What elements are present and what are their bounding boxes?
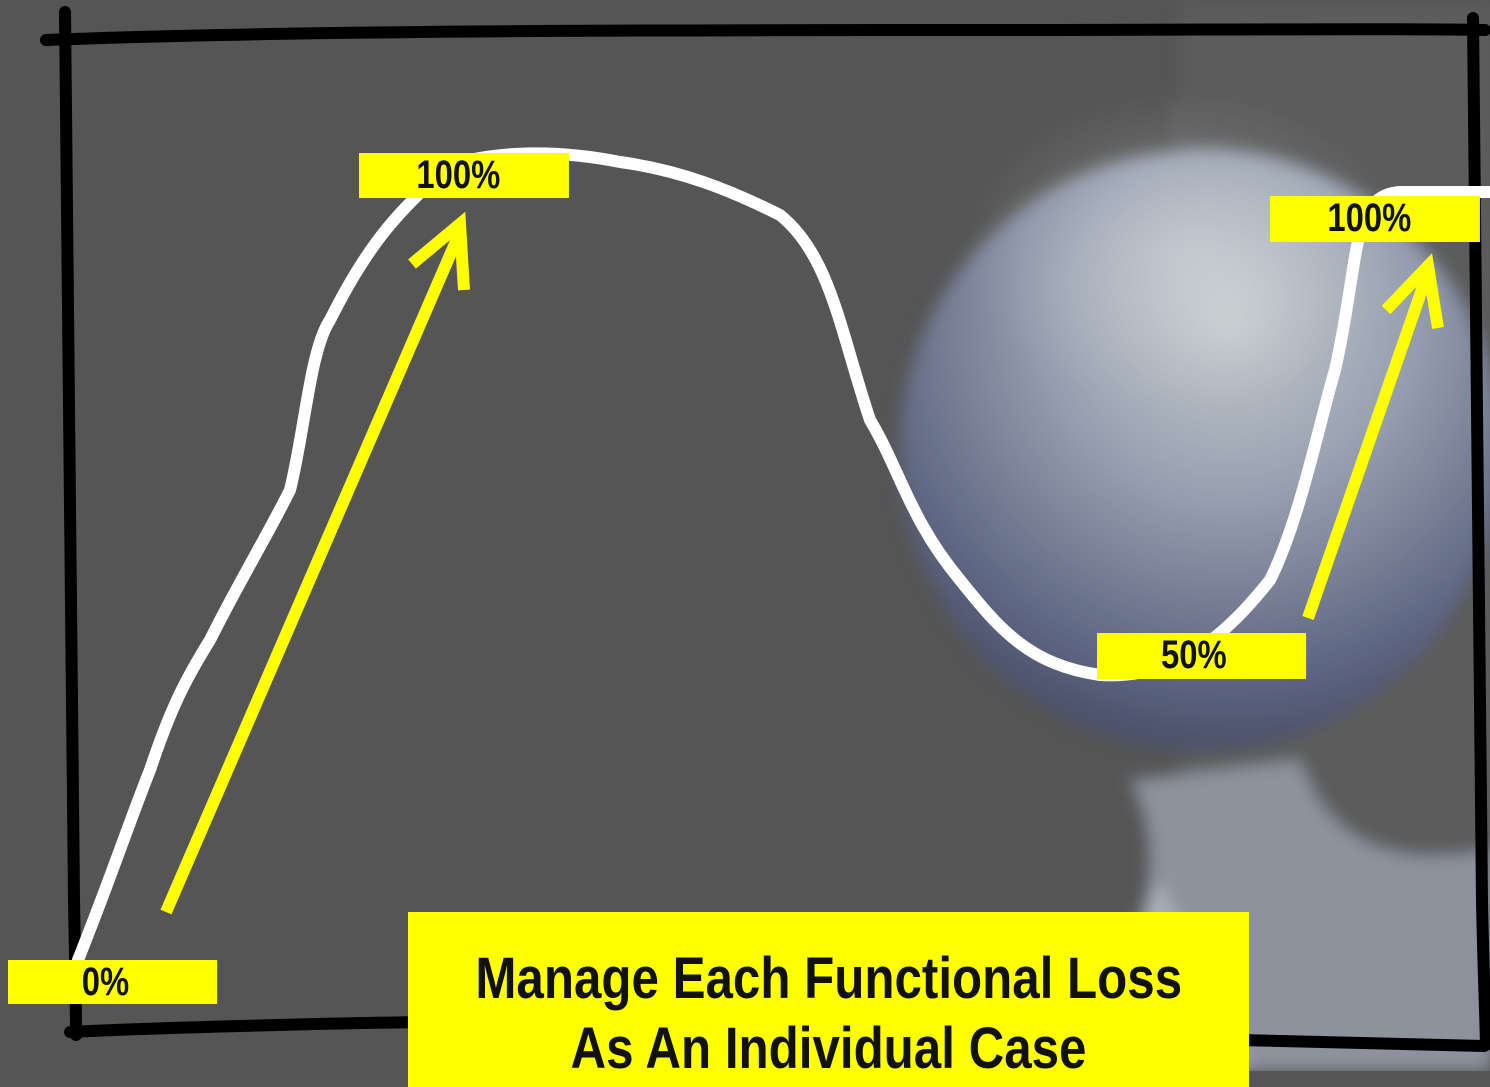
label-dip-text: 50% [1160,633,1227,677]
label-recovery-percent: 100% [1270,196,1480,242]
caption-line-1: Manage Each Functional Loss [475,946,1182,1011]
rise-arrow [160,211,470,915]
label-start-percent: 0% [8,960,218,1004]
caption-box: Manage Each Functional Loss As An Indivi… [408,912,1249,1087]
performance-curve [72,147,1490,966]
caption-line-2: As An Individual Case [570,1016,1087,1081]
label-dip-percent: 50% [1097,633,1307,679]
label-recovery-text: 100% [1327,196,1412,240]
recovery-arrow [1302,253,1444,620]
label-peak-text: 100% [416,153,501,197]
background-sphere-image [900,0,1490,1071]
label-peak-percent: 100% [359,153,569,198]
label-start-text: 0% [81,960,130,1004]
